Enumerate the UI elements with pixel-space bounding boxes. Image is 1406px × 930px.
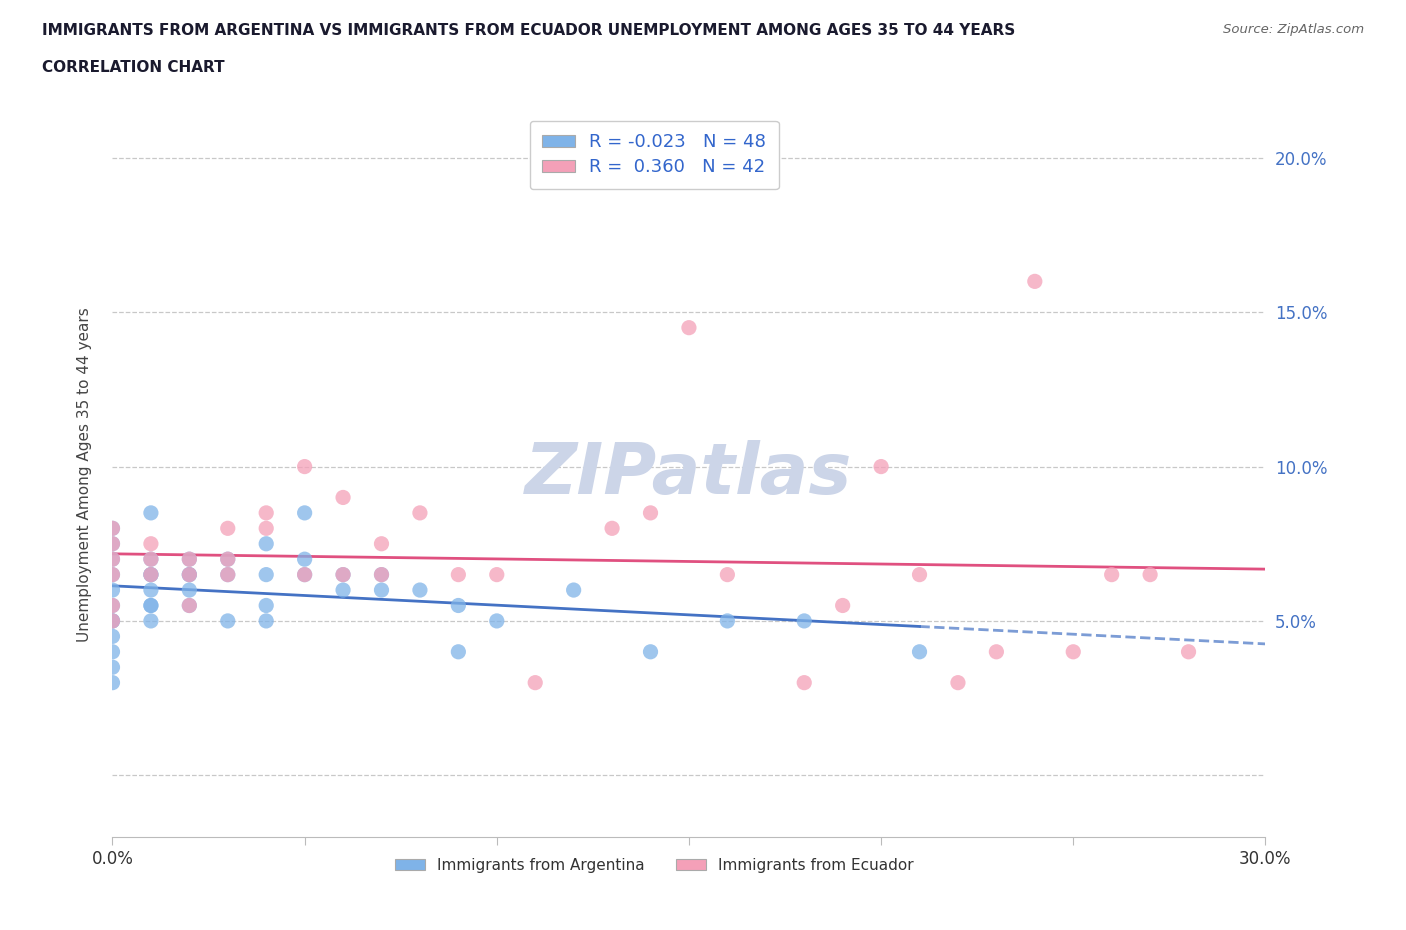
Point [946,675,969,690]
Point [294,505,316,520]
Point [870,459,893,474]
Point [179,598,201,613]
Point [101,537,124,551]
Point [101,582,124,597]
Point [101,598,124,613]
Point [254,614,277,629]
Point [101,659,124,674]
Point [409,505,432,520]
Point [139,551,162,566]
Y-axis label: Unemployment Among Ages 35 to 44 years: Unemployment Among Ages 35 to 44 years [77,307,91,642]
Point [640,505,662,520]
Point [139,598,162,613]
Point [793,614,815,629]
Point [332,567,354,582]
Point [370,537,392,551]
Point [640,644,662,659]
Point [139,567,162,582]
Point [908,644,931,659]
Point [716,567,738,582]
Point [294,459,316,474]
Point [370,567,392,582]
Point [217,614,239,629]
Point [793,675,815,690]
Point [139,551,162,566]
Point [370,567,392,582]
Point [179,567,201,582]
Point [485,567,508,582]
Point [179,567,201,582]
Point [447,567,470,582]
Point [139,614,162,629]
Point [101,521,124,536]
Point [370,582,392,597]
Point [447,644,470,659]
Point [101,614,124,629]
Point [332,582,354,597]
Point [179,582,201,597]
Point [294,567,316,582]
Point [101,614,124,629]
Point [139,582,162,597]
Point [986,644,1008,659]
Point [179,598,201,613]
Point [101,551,124,566]
Point [179,551,201,566]
Point [332,567,354,582]
Point [562,582,585,597]
Text: IMMIGRANTS FROM ARGENTINA VS IMMIGRANTS FROM ECUADOR UNEMPLOYMENT AMONG AGES 35 : IMMIGRANTS FROM ARGENTINA VS IMMIGRANTS … [42,23,1015,38]
Point [139,598,162,613]
Text: ZIPatlas: ZIPatlas [526,440,852,509]
Point [485,614,508,629]
Point [1024,274,1046,289]
Point [332,490,354,505]
Point [217,567,239,582]
Point [101,614,124,629]
Point [101,644,124,659]
Point [1177,644,1199,659]
Point [139,537,162,551]
Point [179,567,201,582]
Point [179,551,201,566]
Point [139,505,162,520]
Point [217,551,239,566]
Point [139,567,162,582]
Point [409,582,432,597]
Point [217,567,239,582]
Text: CORRELATION CHART: CORRELATION CHART [42,60,225,75]
Point [101,551,124,566]
Point [254,521,277,536]
Point [101,675,124,690]
Point [1139,567,1161,582]
Point [447,598,470,613]
Text: Source: ZipAtlas.com: Source: ZipAtlas.com [1223,23,1364,36]
Point [217,551,239,566]
Point [254,537,277,551]
Legend: Immigrants from Argentina, Immigrants from Ecuador: Immigrants from Argentina, Immigrants fr… [387,850,922,880]
Point [908,567,931,582]
Point [524,675,547,690]
Point [1062,644,1084,659]
Point [101,629,124,644]
Point [217,521,239,536]
Point [101,567,124,582]
Point [254,505,277,520]
Point [101,537,124,551]
Point [294,567,316,582]
Point [1101,567,1123,582]
Point [101,521,124,536]
Point [101,598,124,613]
Point [294,551,316,566]
Point [139,567,162,582]
Point [600,521,623,536]
Point [101,567,124,582]
Point [678,320,700,335]
Point [831,598,853,613]
Point [716,614,738,629]
Point [254,598,277,613]
Point [254,567,277,582]
